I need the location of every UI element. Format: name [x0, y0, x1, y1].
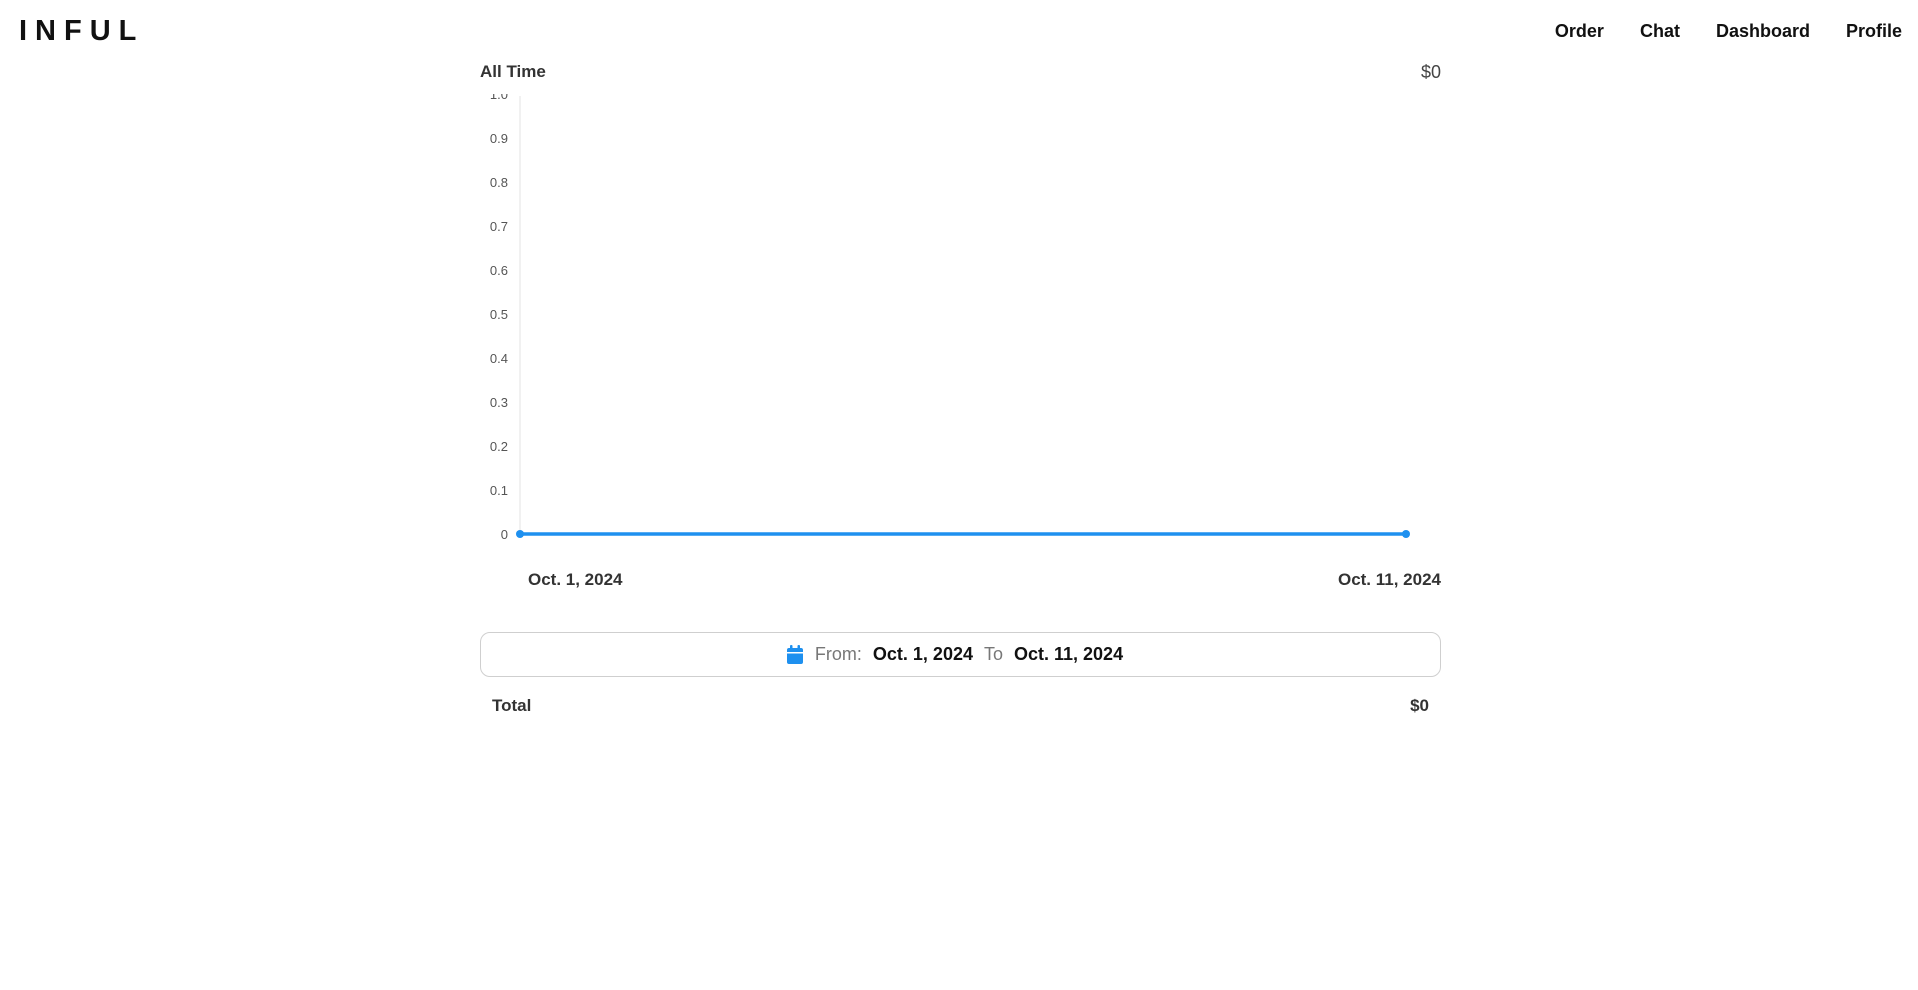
nav-dashboard[interactable]: Dashboard: [1715, 21, 1810, 41]
y-tick-label: 0.3: [490, 395, 508, 410]
from-label: From:: [814, 644, 862, 664]
to-label: To: [983, 644, 1003, 664]
data-point: [516, 530, 524, 538]
logo[interactable]: INFUL: [19, 15, 145, 47]
nav-links: Order Chat Dashboard Profile: [1555, 20, 1902, 42]
y-tick-label: 1.0: [490, 94, 508, 102]
summary-row: All Time $0: [480, 60, 1441, 84]
y-tick-label: 0.9: [490, 131, 508, 146]
nav-order[interactable]: Order: [1554, 21, 1604, 41]
data-point: [1402, 530, 1410, 538]
total-row: Total $0: [492, 696, 1429, 716]
y-tick-label: 0.7: [490, 219, 508, 234]
y-tick-label: 0.8: [490, 175, 508, 190]
x-tick-label: Oct. 1, 2024: [528, 570, 623, 589]
to-date[interactable]: Oct. 11, 2024: [1014, 644, 1124, 664]
y-tick-label: 0.1: [490, 483, 508, 498]
range-amount: $0: [1420, 61, 1441, 82]
nav-profile[interactable]: Profile: [1845, 21, 1902, 41]
nav-chat[interactable]: Chat: [1639, 21, 1680, 41]
total-label: Total: [492, 696, 532, 715]
navbar: INFUL Order Chat Dashboard Profile: [0, 0, 1918, 62]
chart-svg: 0 0.1 0.2 0.3 0.4 0.5 0.6 0.7 0.8 0.9 1.0 Oct. 1, 2…: [490, 87, 1442, 589]
y-tick-label: 0.6: [490, 263, 508, 278]
earnings-chart: 0 0.1 0.2 0.3 0.4 0.5 0.6 0.7 0.8 0.9 1.0 Oct. 1, 2…: [480, 87, 1442, 589]
calendar-icon: [786, 645, 803, 664]
range-label: All Time: [480, 62, 546, 81]
y-tick-label: 0: [501, 527, 508, 542]
x-tick-label: Oct. 11, 2024: [1338, 570, 1441, 589]
y-tick-label: 0.4: [490, 351, 508, 366]
y-tick-label: 0.2: [490, 439, 508, 454]
y-tick-label: 0.5: [490, 307, 508, 322]
from-date[interactable]: Oct. 1, 2024: [872, 644, 973, 664]
earnings-panel: All Time $0 0 0.1 0.2 0.3 0.4 0.5 0.6 0.7 0.8 0.9…: [480, 60, 1442, 715]
total-amount: $0: [1410, 696, 1429, 715]
date-range-picker[interactable]: From: Oct. 1, 2024 To Oct. 11, 2024: [480, 632, 1441, 677]
